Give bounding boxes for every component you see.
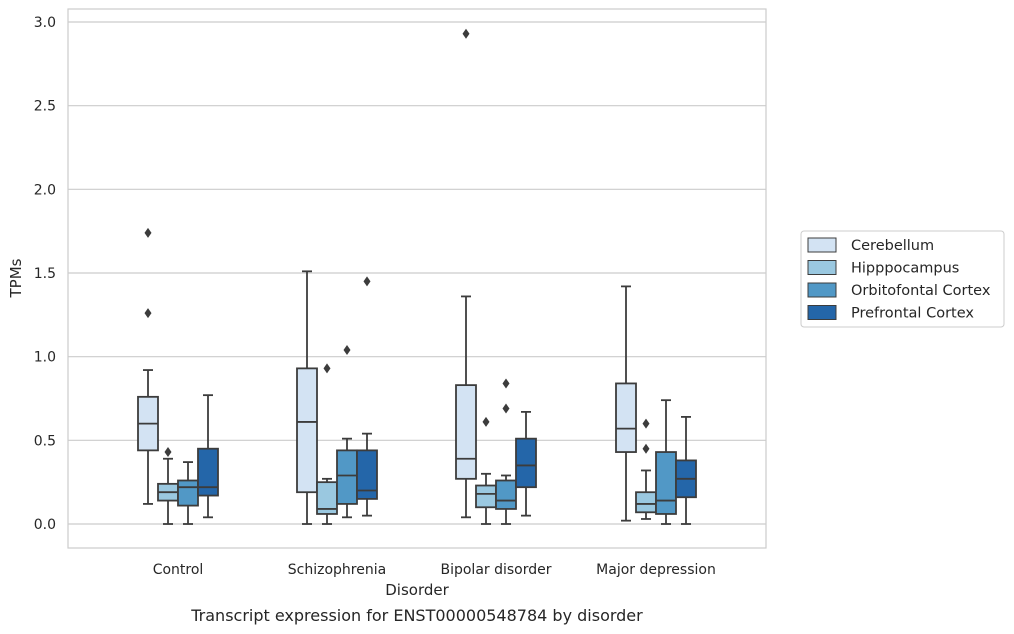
iqr-box: [475, 484, 497, 509]
y-axis-label: TPMs: [7, 258, 25, 298]
box-cerebellum: [615, 285, 637, 522]
y-tick-label: 2.0: [34, 182, 56, 198]
iqr-box: [615, 382, 637, 453]
iqr-box: [655, 451, 677, 515]
box-cerebellum: [296, 270, 318, 525]
box-orbitofontal-cortex: [177, 461, 199, 525]
x-axis-label: Disorder: [385, 581, 449, 599]
y-tick-label: 2.5: [34, 99, 56, 115]
iqr-box: [296, 367, 318, 494]
x-tick-label: Schizophrenia: [288, 562, 386, 578]
box-cerebellum: [455, 28, 477, 519]
box-orbitofontal-cortex: [655, 399, 677, 525]
legend-frame: [800, 230, 1005, 328]
box-prefrontal-cortex: [197, 394, 219, 519]
outlier-point: [323, 363, 331, 374]
y-tick-label: 3.0: [34, 15, 56, 31]
iqr-box: [356, 449, 378, 500]
outlier-point: [642, 443, 650, 454]
x-axis-ticks: Control Schizophrenia Bipolar disorder Majo…: [153, 562, 716, 578]
iqr-box: [177, 479, 199, 507]
box-hipppocampus: [316, 363, 338, 525]
box-hipppocampus: [475, 416, 497, 525]
outlier-point: [642, 418, 650, 429]
box-orbitofontal-cortex: [495, 378, 517, 525]
legend-swatch: [807, 282, 837, 298]
figure-caption: Transcript expression for ENST0000054878…: [191, 606, 643, 625]
plot-area-frame: [67, 8, 767, 549]
legend-swatch: [807, 237, 837, 253]
y-tick-label: 0.5: [34, 433, 56, 449]
x-tick-label: Major depression: [596, 562, 716, 578]
outlier-point: [363, 276, 371, 287]
box-hipppocampus: [157, 447, 179, 525]
legend-label: Prefrontal Cortex: [851, 306, 974, 322]
legend: Cerebellum Hipppocampus Orbitofontal Corte…: [800, 230, 1005, 328]
outlier-point: [343, 344, 351, 355]
x-tick-label: Control: [153, 562, 204, 578]
box-hipppocampus: [635, 418, 657, 520]
y-tick-label: 1.5: [34, 266, 56, 282]
outlier-point: [462, 28, 470, 39]
iqr-box: [455, 384, 477, 480]
box-prefrontal-cortex: [675, 416, 697, 525]
legend-label: Orbitofontal Cortex: [851, 283, 991, 299]
box-prefrontal-cortex: [356, 276, 378, 517]
iqr-box: [336, 449, 358, 505]
box-prefrontal-cortex: [515, 410, 537, 517]
outlier-point: [144, 227, 152, 238]
outlier-point: [144, 308, 152, 319]
y-tick-label: 1.0: [34, 350, 56, 366]
grid-lines: [68, 21, 766, 525]
y-axis-ticks: 0.0 0.5 1.0 1.5 2.0 2.5 3.0: [34, 15, 56, 533]
legend-swatch: [807, 260, 837, 275]
iqr-box: [197, 447, 219, 497]
legend-label: Hipppocampus: [851, 261, 959, 277]
iqr-box: [515, 437, 537, 489]
iqr-box: [635, 491, 657, 514]
outlier-point: [502, 378, 510, 389]
outlier-point: [502, 403, 510, 414]
box-orbitofontal-cortex: [336, 344, 358, 519]
iqr-box: [495, 479, 517, 510]
outlier-point: [164, 447, 172, 458]
legend-label: Cerebellum: [851, 238, 934, 254]
x-tick-label: Bipolar disorder: [440, 562, 551, 578]
legend-swatch: [807, 305, 837, 320]
boxes: [137, 28, 697, 525]
box-cerebellum: [137, 227, 159, 505]
outlier-point: [482, 416, 490, 427]
y-tick-label: 0.0: [34, 517, 56, 533]
